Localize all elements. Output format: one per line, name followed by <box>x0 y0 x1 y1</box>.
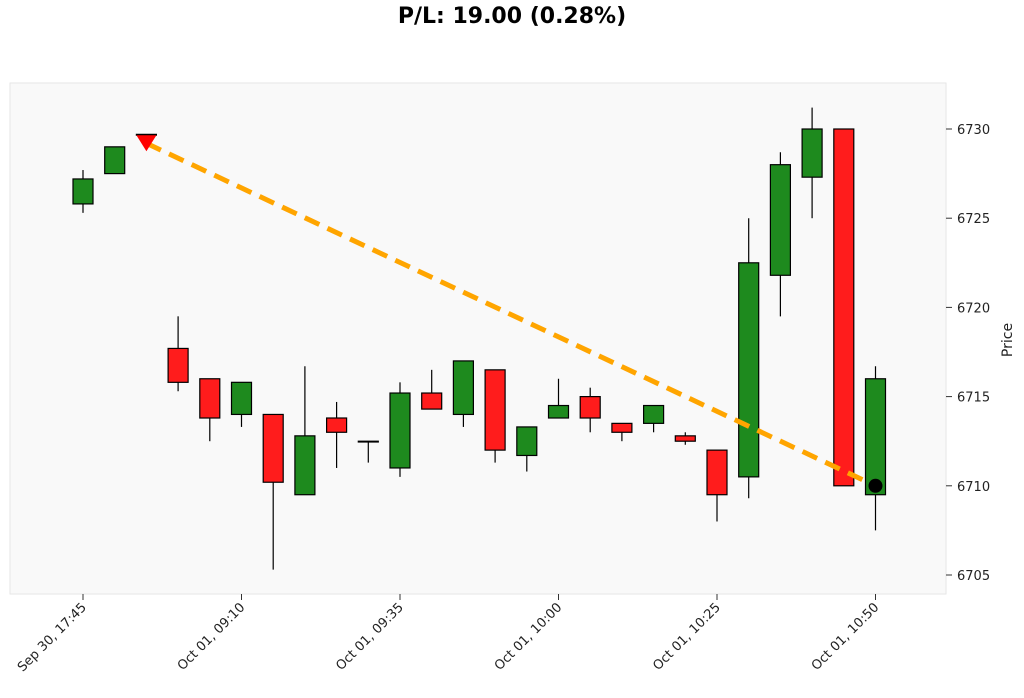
trade-line <box>145 141 877 489</box>
candle <box>72 170 94 213</box>
candle-body <box>421 392 443 410</box>
y-tick-label: 6720 <box>957 301 990 316</box>
candle-body <box>72 178 94 205</box>
candle-body <box>230 381 253 416</box>
candle-body <box>706 449 728 496</box>
trade-overlay <box>136 135 883 493</box>
x-tick-label: Oct 01, 10:50 <box>809 600 882 673</box>
x-tick-label: Oct 01, 10:25 <box>650 600 723 673</box>
x-tick-label: Oct 01, 09:35 <box>333 600 406 673</box>
candle-body <box>642 404 665 424</box>
candle-body <box>262 413 284 483</box>
candle <box>674 432 696 445</box>
candle-body <box>611 422 633 433</box>
x-axis: Sep 30, 17:45 Oct 01, 09:10 Oct 01, 09:35 O… <box>15 594 882 675</box>
candle-body <box>104 146 126 175</box>
candle-body <box>516 426 538 457</box>
candle <box>199 378 221 442</box>
entry-marker <box>136 135 157 152</box>
x-tick-label: Sep 30, 17:45 <box>15 600 90 675</box>
candle <box>864 366 887 531</box>
candle <box>421 369 443 410</box>
y-tick-label: 6715 <box>957 391 990 406</box>
candle <box>104 146 126 175</box>
candle <box>642 404 665 433</box>
chart-title: P/L: 19.00 (0.28%) <box>397 4 627 29</box>
candle <box>611 422 633 442</box>
candle-body <box>801 128 823 178</box>
candle-body <box>199 378 221 419</box>
candle <box>357 440 379 463</box>
candle-body <box>389 392 411 469</box>
candle <box>167 316 189 392</box>
x-tick-label: Oct 01, 10:00 <box>492 600 565 673</box>
candle <box>801 107 823 219</box>
y-tick-label: 6705 <box>957 569 990 584</box>
candle-body <box>579 396 601 419</box>
candle-body <box>326 417 348 433</box>
candle-body <box>135 133 157 136</box>
candle-body <box>674 435 696 442</box>
candle <box>769 152 792 317</box>
candle-body <box>547 404 570 419</box>
x-tick-label: Oct 01, 09:10 <box>175 600 248 673</box>
candles-group <box>72 107 887 570</box>
candle <box>833 128 855 487</box>
y-tick-label: 6725 <box>957 212 990 227</box>
candle <box>326 401 348 468</box>
y-tick-label: 6710 <box>957 480 990 495</box>
candle-body <box>167 347 189 383</box>
candle-body <box>484 369 506 451</box>
candle <box>230 381 253 427</box>
candle-body <box>864 378 887 496</box>
candle-body <box>294 435 316 496</box>
candle-body <box>357 440 379 443</box>
y-axis: 6705 6710 6715 6720 6725 6730 <box>945 83 990 594</box>
candle-body <box>452 360 474 416</box>
candle <box>452 360 474 427</box>
candle-body <box>769 164 792 276</box>
candle <box>135 133 157 136</box>
y-axis-label: Price <box>1000 323 1016 357</box>
candle <box>294 366 316 496</box>
candle-body <box>738 262 760 478</box>
candle <box>484 369 506 463</box>
exit-marker <box>868 478 883 493</box>
candle <box>706 449 728 522</box>
candle-body <box>833 128 855 487</box>
y-tick-label: 6730 <box>957 123 990 138</box>
candle <box>516 426 538 472</box>
candle <box>389 382 411 477</box>
candle <box>262 413 284 570</box>
candle <box>547 378 570 419</box>
candle <box>579 387 601 433</box>
